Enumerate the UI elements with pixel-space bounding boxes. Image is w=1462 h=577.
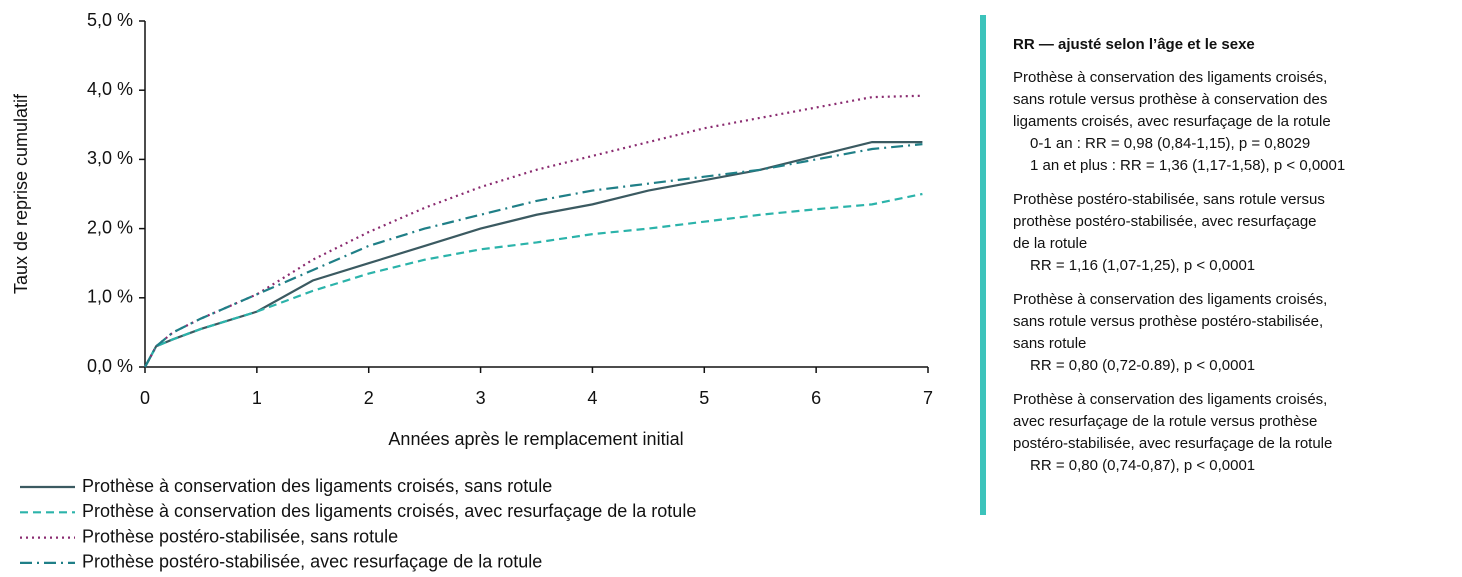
- panel-result: 1 an et plus : RR = 1,36 (1,17-1,58), p …: [1030, 157, 1345, 174]
- panel-bar: [980, 15, 986, 515]
- y-tick-label: 5,0 %: [87, 10, 133, 30]
- x-tick-label: 0: [140, 388, 150, 408]
- legend-label: Prothèse postéro-stabilisée, avec resurf…: [82, 552, 542, 572]
- panel-text: Prothèse à conservation des ligaments cr…: [1013, 391, 1327, 408]
- x-tick-label: 4: [587, 388, 597, 408]
- y-tick-label: 0,0 %: [87, 356, 133, 376]
- legend-label: Prothèse postéro-stabilisée, sans rotule: [82, 526, 398, 546]
- series-line: [144, 94, 923, 368]
- x-axis-label: Années après le remplacement initial: [388, 429, 683, 449]
- panel-result: RR = 1,16 (1,07-1,25), p < 0,0001: [1030, 257, 1255, 274]
- panel-text: sans rotule versus prothèse postéro-stab…: [1013, 313, 1323, 330]
- x-tick-label: 3: [476, 388, 486, 408]
- panel-title: RR — ajusté selon l’âge et le sexe: [1013, 36, 1255, 53]
- x-tick-label: 1: [252, 388, 262, 408]
- panel-text: Prothèse à conservation des ligaments cr…: [1013, 291, 1327, 308]
- panel-result: RR = 0,80 (0,72-0.89), p < 0,0001: [1030, 357, 1255, 374]
- legend-label: Prothèse à conservation des ligaments cr…: [82, 501, 696, 521]
- panel-text: Prothèse postéro-stabilisée, sans rotule…: [1013, 191, 1325, 208]
- x-tick-label: 2: [364, 388, 374, 408]
- series-line: [144, 192, 923, 368]
- y-tick-label: 1,0 %: [87, 287, 133, 307]
- panel-text: postéro-stabilisée, avec resurfaçage de …: [1013, 435, 1332, 452]
- x-tick-label: 5: [699, 388, 709, 408]
- series-line: [144, 141, 923, 368]
- panel-text: Prothèse à conservation des ligaments cr…: [1013, 69, 1327, 86]
- y-tick-label: 3,0 %: [87, 148, 133, 168]
- panel-result: RR = 0,80 (0,74-0,87), p < 0,0001: [1030, 457, 1255, 474]
- series-line: [144, 143, 923, 368]
- x-tick-label: 7: [923, 388, 933, 408]
- y-axis-label: Taux de reprise cumulatif: [11, 93, 31, 294]
- panel-text: sans rotule: [1013, 335, 1086, 352]
- y-tick-label: 4,0 %: [87, 79, 133, 99]
- x-tick-label: 6: [811, 388, 821, 408]
- panel-text: de la rotule: [1013, 235, 1087, 252]
- legend-label: Prothèse à conservation des ligaments cr…: [82, 476, 552, 496]
- panel-text: avec resurfaçage de la rotule versus pro…: [1013, 413, 1317, 430]
- y-tick-label: 2,0 %: [87, 217, 133, 237]
- panel-text: ligaments croisés, avec resurfaçage de l…: [1013, 113, 1331, 130]
- panel-text: prothèse postéro-stabilisée, avec resurf…: [1013, 213, 1317, 230]
- panel-text: sans rotule versus prothèse à conservati…: [1013, 91, 1327, 108]
- panel-result: 0-1 an : RR = 0,98 (0,84-1,15), p = 0,80…: [1030, 135, 1310, 152]
